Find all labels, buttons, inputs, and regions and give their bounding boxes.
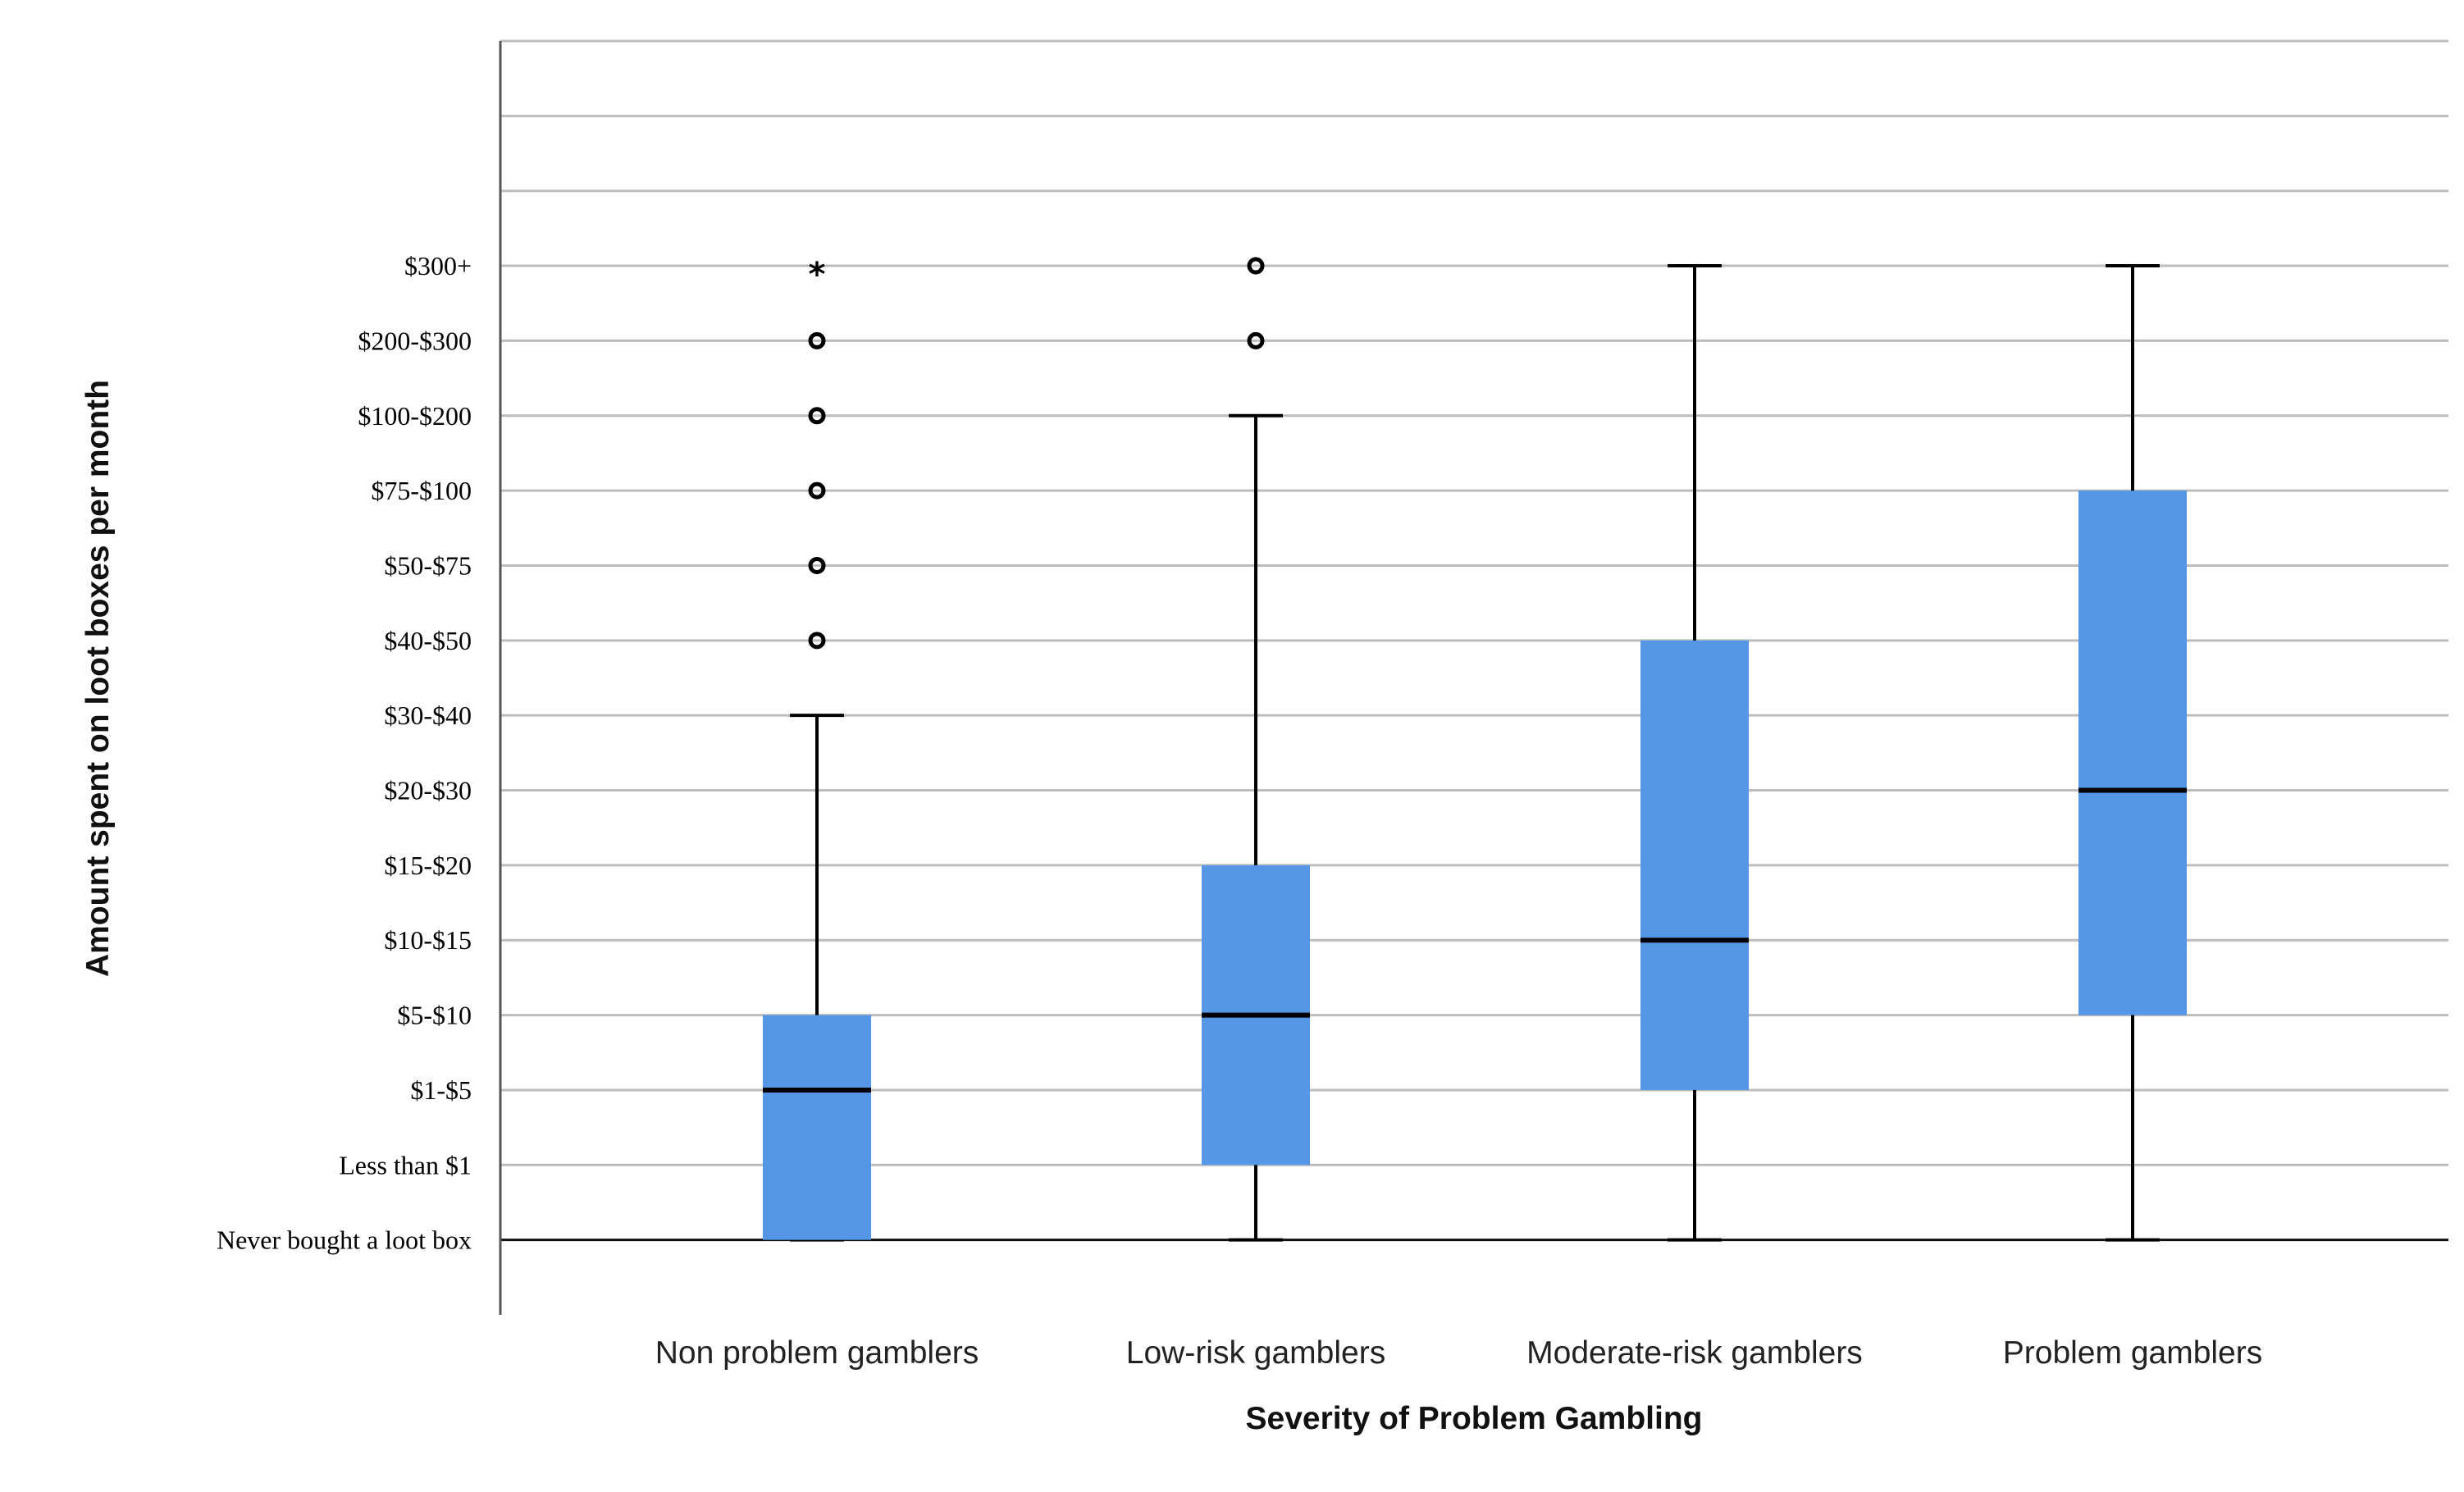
extreme-point: *: [809, 256, 826, 294]
y-tick-label: $1-$5: [410, 1075, 472, 1105]
x-tick-label: Non problem gamblers: [655, 1335, 979, 1371]
outlier-point: [808, 407, 826, 425]
box-group: [1202, 257, 1310, 1242]
y-tick-label: $10-$15: [384, 925, 472, 955]
y-tick-label: $50-$75: [384, 550, 472, 580]
x-tick-label: Moderate-risk gamblers: [1526, 1335, 1863, 1371]
x-axis-title: Severity of Problem Gambling: [1246, 1401, 1703, 1436]
box-group: *: [763, 256, 871, 1242]
y-axis-title: Amount spent on loot boxes per month: [80, 380, 116, 977]
boxes: *: [763, 256, 2187, 1242]
y-tick-label: $75-$100: [371, 476, 472, 505]
outlier-point: [1247, 331, 1265, 349]
box-iqr: [1640, 640, 1749, 1090]
y-tick-label: $30-$40: [384, 700, 472, 730]
outlier-point: [1247, 257, 1265, 275]
box-group: [2078, 264, 2187, 1242]
y-tick-label: Less than $1: [339, 1150, 472, 1179]
box-iqr: [2078, 490, 2187, 1015]
y-tick-label: $5-$10: [397, 1001, 472, 1030]
y-tick-label: $200-$300: [358, 326, 472, 355]
outlier-point: [808, 556, 826, 574]
y-tick-labels: Never bought a loot box Less than $1 $1-$5…: [217, 251, 472, 1255]
box-iqr: [763, 1015, 871, 1240]
y-tick-label: $15-$20: [384, 851, 472, 880]
x-tick-label: Low-risk gamblers: [1126, 1335, 1385, 1371]
y-tick-label: $100-$200: [358, 401, 472, 431]
outlier-point: [808, 632, 826, 650]
y-tick-label: $40-$50: [384, 626, 472, 655]
outlier-point: [808, 331, 826, 349]
box-group: [1640, 264, 1749, 1242]
outlier-point: [808, 481, 826, 500]
y-tick-label: Never bought a loot box: [217, 1225, 472, 1255]
y-tick-label: $20-$30: [384, 776, 472, 805]
x-tick-label: Problem gamblers: [2003, 1335, 2262, 1371]
x-tick-labels: Non problem gamblers Low-risk gamblers Mod…: [655, 1335, 2262, 1371]
y-tick-label: $300+: [404, 251, 472, 281]
